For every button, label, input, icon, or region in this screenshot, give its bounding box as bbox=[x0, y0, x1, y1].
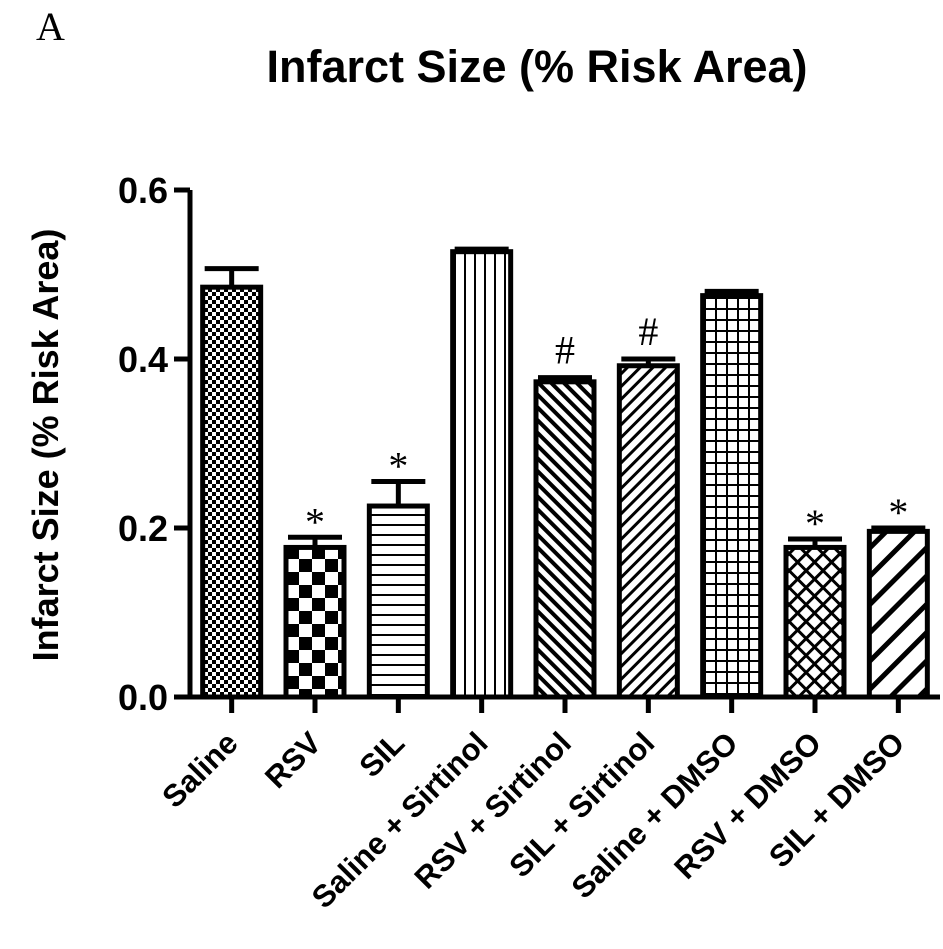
significance-mark: # bbox=[638, 309, 658, 354]
significance-mark: # bbox=[555, 328, 575, 373]
bar-group bbox=[200, 266, 264, 700]
y-axis-label: Infarct Size (% Risk Area) bbox=[25, 229, 66, 662]
bar-group: * bbox=[366, 444, 430, 700]
panel-letter: A bbox=[36, 4, 65, 49]
y-tick-label: 0.4 bbox=[118, 339, 168, 380]
bar-group: * bbox=[866, 490, 930, 700]
y-tick-label: 0.0 bbox=[118, 677, 168, 718]
y-axis: 0.0 0.2 0.4 0.6 bbox=[118, 170, 193, 718]
bars: * * # # * * bbox=[200, 246, 930, 700]
bar bbox=[283, 544, 347, 700]
y-tick-label: 0.2 bbox=[118, 508, 168, 549]
bar bbox=[616, 363, 680, 700]
significance-mark: * bbox=[888, 490, 908, 535]
bar bbox=[700, 293, 764, 700]
bar bbox=[366, 503, 430, 700]
bar-group: * bbox=[283, 499, 347, 700]
bar bbox=[783, 544, 847, 700]
y-tick-label: 0.6 bbox=[118, 170, 168, 211]
bar-group bbox=[450, 246, 514, 700]
bar-group bbox=[700, 288, 764, 700]
x-tick-label: RSV + DMSO bbox=[667, 725, 828, 886]
significance-mark: * bbox=[805, 501, 825, 546]
bar bbox=[866, 528, 930, 700]
significance-mark: * bbox=[388, 444, 408, 489]
bar bbox=[450, 249, 514, 700]
x-tick-label: SIL bbox=[352, 725, 411, 784]
chart-title: Infarct Size (% Risk Area) bbox=[266, 41, 807, 92]
x-tick-label: Saline bbox=[155, 725, 244, 814]
bar bbox=[200, 284, 264, 700]
bar-group: # bbox=[616, 309, 680, 700]
bar bbox=[533, 379, 597, 700]
x-tick-label: RSV bbox=[258, 725, 328, 795]
x-tick-label: SIL + Sirtinol bbox=[502, 725, 661, 884]
bar-group: # bbox=[533, 328, 597, 700]
bar-group: * bbox=[783, 501, 847, 700]
significance-mark: * bbox=[305, 499, 325, 544]
